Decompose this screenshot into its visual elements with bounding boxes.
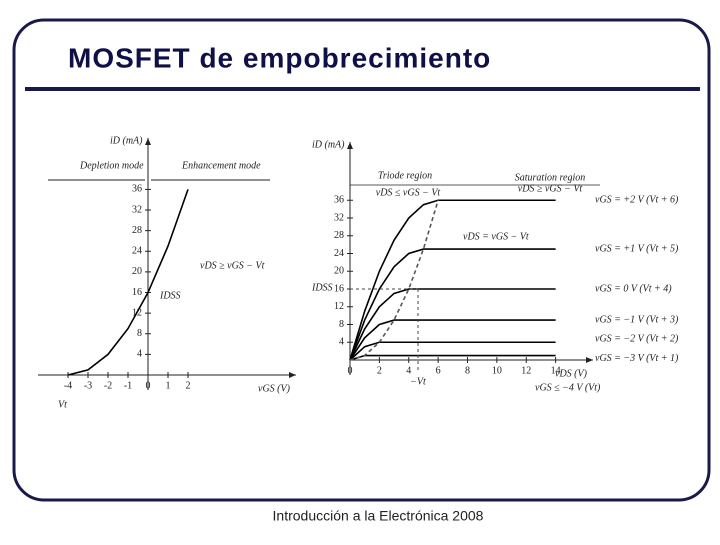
y-axis-label: iD (mA) [110, 135, 143, 146]
annotation: Enhancement mode [181, 160, 261, 171]
series-label: vGS = +2 V (Vt + 6) [595, 195, 679, 206]
x-tick-label: 10 [492, 365, 502, 376]
y-tick-label: 36 [334, 195, 344, 206]
y-arrow [145, 138, 151, 145]
output-chart: iD (mA)vDS (V)0 2 4 6 8 10 12 14481216202428323… [311, 139, 679, 393]
curve [349, 199, 556, 361]
x-arrow [289, 372, 296, 378]
y-tick-label: 8 [137, 328, 142, 339]
annotation: Vt [58, 399, 67, 410]
y-tick-label: 16 [132, 287, 142, 298]
x-tick-label: 14 [551, 365, 561, 376]
x-tick-label: 2 [377, 365, 382, 376]
y-tick-label: 28 [132, 225, 142, 236]
x-tick-label: 1 [166, 380, 171, 391]
x-tick-label: 12 [521, 365, 531, 376]
curve [349, 354, 556, 361]
annotation: IDSS [159, 290, 181, 301]
y-arrow [347, 142, 353, 149]
annotation: Depletion mode [79, 160, 144, 171]
y-tick-label: 28 [334, 230, 344, 241]
annotation: Saturation region [515, 172, 585, 183]
curve [349, 341, 556, 361]
x-arrow [586, 357, 593, 363]
series-label: vGS = −2 V (Vt + 2) [595, 334, 679, 345]
curve [349, 288, 556, 361]
curve [349, 248, 556, 361]
curve [67, 189, 189, 376]
y-tick-label: 36 [132, 184, 142, 195]
y-tick-label: 16 [334, 283, 344, 294]
annotation: vDS ≥ vGS − Vt [200, 260, 265, 271]
x-tick-label: 4 [406, 365, 411, 376]
x-tick-label: -1 [124, 380, 132, 391]
x-tick-label: 2 [186, 380, 191, 391]
footer: Introducción a la Electrónica 2008 [273, 508, 484, 524]
y-tick-label: 12 [334, 301, 344, 312]
curve [349, 200, 439, 361]
annotation: Triode region [378, 170, 432, 181]
slide-frame [12, 18, 711, 502]
y-tick-label: 4 [137, 349, 142, 360]
x-tick-label: -2 [104, 380, 112, 391]
series-label: vGS = −3 V (Vt + 1) [595, 353, 679, 364]
transfer-chart: iD (mA)vGS (V)-4 -3 -2 -1 0 1 2481216202428323… [38, 135, 296, 410]
series-label: vGS = +1 V (Vt + 5) [595, 243, 679, 254]
series-label: vGS = −1 V (Vt + 3) [595, 314, 679, 325]
x-tick-label: -4 [64, 380, 72, 391]
series-label: vGS = 0 V (Vt + 4) [595, 283, 672, 294]
y-tick-label: 8 [339, 319, 344, 330]
annotation: vDS ≥ vGS − Vt [518, 183, 583, 194]
y-tick-label: 20 [132, 266, 142, 277]
x-tick-label: 6 [436, 365, 441, 376]
y-axis-label: iD (mA) [312, 139, 345, 150]
y-tick-label: 20 [334, 266, 344, 277]
y-tick-label: 32 [334, 212, 344, 223]
x-tick-label: 0 [348, 365, 353, 376]
slide-title: MOSFET de empobrecimiento [68, 42, 491, 73]
x-tick-label: 8 [465, 365, 470, 376]
x-tick-label: 0 [146, 380, 151, 391]
x-axis-label: vGS (V) [258, 383, 291, 394]
y-tick-label: 4 [339, 337, 344, 348]
x-tick-label: -3 [84, 380, 92, 391]
annotation: IDSS [311, 282, 333, 293]
x-axis-label: vDS (V) [555, 368, 588, 379]
y-tick-label: 24 [334, 248, 344, 259]
y-tick-label: 24 [132, 246, 142, 257]
annotation: −Vt [410, 376, 426, 387]
annotation: vDS ≤ vGS − Vt [376, 187, 441, 198]
curve [349, 319, 556, 361]
series-label: vDS = vGS − Vt [463, 231, 529, 242]
y-tick-label: 32 [132, 204, 142, 215]
annotation: vGS ≤ −4 V (Vt) [535, 382, 601, 393]
